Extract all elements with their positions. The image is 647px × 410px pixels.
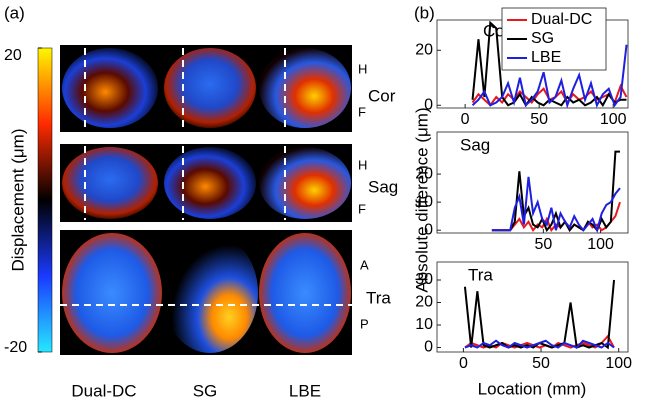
panel-label: (b)	[414, 3, 435, 22]
data-line	[464, 339, 615, 349]
column-label: SG	[193, 381, 218, 400]
x-axis-label: Location (mm)	[478, 379, 587, 398]
row-label: Sag	[368, 177, 398, 196]
chart-title: Tra	[468, 265, 493, 284]
x-tick-label: 100	[587, 236, 614, 253]
x-tick-label: 50	[530, 111, 548, 128]
y-tick-label: 30	[415, 271, 433, 288]
image	[162, 233, 258, 353]
x-tick-label: 100	[605, 355, 632, 372]
image	[62, 233, 162, 353]
y-tick-label: 20	[415, 294, 433, 311]
legend-label: LBE	[531, 49, 561, 66]
colorbar-label: Displacement (μm)	[8, 129, 27, 272]
data-line	[491, 176, 621, 234]
panel-a: (a) Displacement (μm) Dual-DC SG LBE Cor…	[4, 3, 398, 400]
orientation-mark: F	[358, 201, 366, 216]
image	[62, 48, 158, 128]
x-tick-label: 50	[532, 355, 550, 372]
data-line	[471, 44, 628, 109]
y-tick-label: 10	[415, 316, 433, 333]
orientation-mark: F	[358, 104, 366, 119]
y-tick-label: 20	[415, 165, 433, 182]
colorbar	[37, 47, 53, 353]
x-tick-label: 0	[461, 111, 470, 128]
x-tick-label: 0	[459, 355, 468, 372]
image	[259, 48, 351, 128]
y-axis-label: Absolute difference (μm)	[412, 107, 431, 292]
image	[259, 147, 351, 219]
y-tick-label: 0	[424, 221, 433, 238]
legend-label: SG	[531, 30, 554, 47]
x-tick-label: 100	[600, 111, 627, 128]
y-tick-label: 20	[415, 41, 433, 58]
orientation-mark: H	[358, 157, 367, 172]
y-tick-label: 0	[424, 96, 433, 113]
legend-label: Dual-DC	[531, 11, 592, 28]
image	[164, 147, 256, 219]
image	[164, 48, 256, 128]
row-label: Tra	[366, 288, 391, 307]
image	[62, 147, 158, 219]
y-tick-label: 0	[424, 339, 433, 356]
orientation-mark: P	[360, 316, 369, 331]
orientation-mark: A	[360, 257, 369, 272]
x-tick-label: 50	[534, 236, 552, 253]
panel-label: (a)	[4, 3, 25, 22]
orientation-mark: H	[358, 61, 367, 76]
colorbar-tick-label: 20	[4, 47, 22, 64]
chart-title: Sag	[460, 135, 490, 154]
row-label: Cor	[368, 86, 396, 105]
legend: Dual-DC SG LBE	[501, 7, 607, 71]
dashed-lines	[60, 48, 352, 306]
plot-area	[436, 261, 629, 353]
column-label: LBE	[289, 381, 321, 400]
y-tick-label: 10	[415, 193, 433, 210]
image	[259, 233, 351, 353]
column-label: Dual-DC	[71, 381, 136, 400]
colorbar-tick-label: -20	[4, 339, 27, 356]
